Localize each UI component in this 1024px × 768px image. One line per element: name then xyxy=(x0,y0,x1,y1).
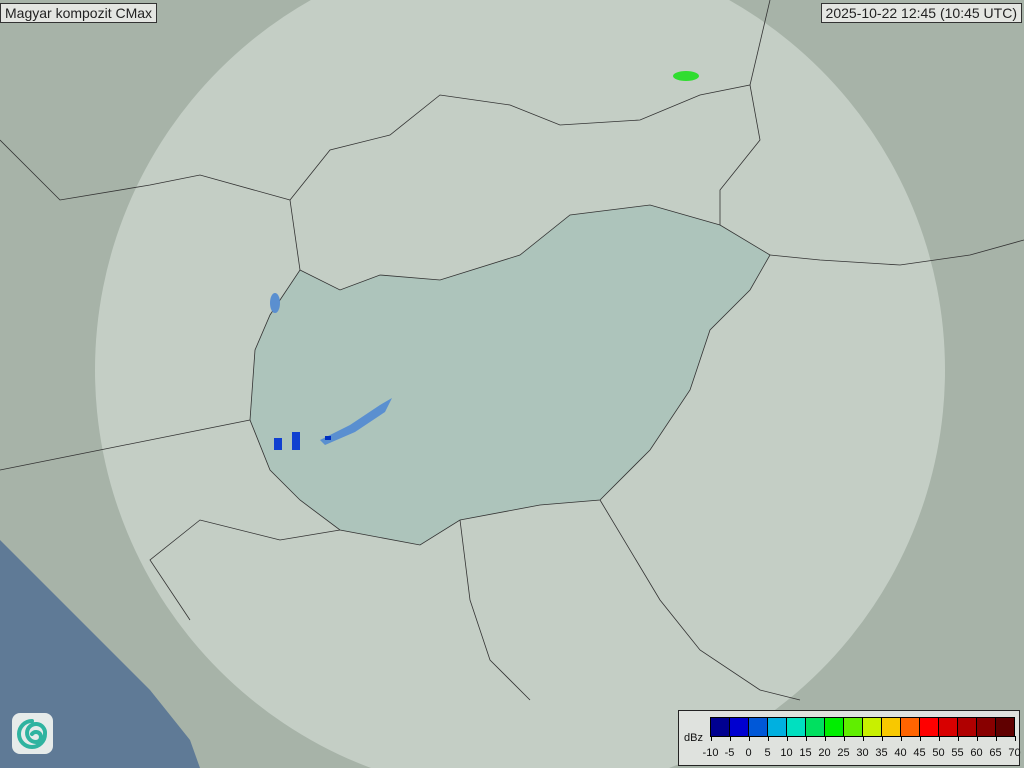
adriatic-sea xyxy=(0,540,200,768)
tick-label: -10 xyxy=(702,747,719,759)
timestamp: 2025-10-22 12:45 (10:45 UTC) xyxy=(820,3,1022,23)
tick-label: 35 xyxy=(875,747,888,759)
color-swatch xyxy=(882,718,901,736)
tick-label: 15 xyxy=(799,747,812,759)
tick-label: 0 xyxy=(745,747,752,759)
tick-mark xyxy=(1014,736,1016,741)
tick-mark xyxy=(957,736,959,741)
tick-mark xyxy=(824,736,826,741)
color-swatch xyxy=(863,718,882,736)
tick-label: 10 xyxy=(780,747,793,759)
color-swatch xyxy=(920,718,939,736)
tick-label: 40 xyxy=(894,747,907,759)
tick-mark xyxy=(748,736,750,741)
tick-mark xyxy=(938,736,940,741)
tick-mark xyxy=(710,736,712,741)
color-swatch xyxy=(958,718,977,736)
color-swatch xyxy=(806,718,825,736)
color-swatch xyxy=(711,718,730,736)
color-swatch xyxy=(844,718,863,736)
tick-label: 65 xyxy=(989,747,1002,759)
tick-mark xyxy=(881,736,883,741)
tick-mark xyxy=(805,736,807,741)
tick-mark xyxy=(995,736,997,741)
product-title: Magyar kompozit CMax xyxy=(0,3,158,23)
tick-mark xyxy=(976,736,978,741)
tick-mark xyxy=(729,736,731,741)
color-swatch xyxy=(730,718,749,736)
tick-mark xyxy=(843,736,845,741)
color-swatch xyxy=(825,718,844,736)
tick-mark xyxy=(900,736,902,741)
tick-label: 20 xyxy=(818,747,831,759)
tick-mark xyxy=(767,736,769,741)
tick-label: -5 xyxy=(724,747,735,759)
tick-label: 55 xyxy=(951,747,964,759)
lakes xyxy=(270,293,392,445)
color-scale xyxy=(710,717,1015,737)
color-swatch xyxy=(939,718,958,736)
radar-echoes xyxy=(274,71,699,450)
tick-label: 45 xyxy=(913,747,926,759)
tick-label: 70 xyxy=(1008,747,1021,759)
color-swatch xyxy=(901,718,920,736)
legend-unit: dBz xyxy=(684,732,703,744)
tick-label: 60 xyxy=(970,747,983,759)
color-swatch xyxy=(749,718,768,736)
tick-mark xyxy=(919,736,921,741)
color-swatch xyxy=(977,718,996,736)
tick-label: 25 xyxy=(837,747,850,759)
color-swatch xyxy=(787,718,806,736)
tick-label: 30 xyxy=(856,747,869,759)
tick-label: 5 xyxy=(764,747,771,759)
color-swatch xyxy=(996,718,1014,736)
tick-label: 50 xyxy=(932,747,945,759)
tick-mark xyxy=(862,736,864,741)
color-swatch xyxy=(768,718,787,736)
tick-mark xyxy=(786,736,788,741)
borders xyxy=(0,0,1024,701)
swirl-logo-icon xyxy=(12,713,53,754)
dbz-legend: dBz -10 -5 0 5 10 15 20 25 30 35 40 45 50 55 60 65 70 xyxy=(678,710,1021,766)
